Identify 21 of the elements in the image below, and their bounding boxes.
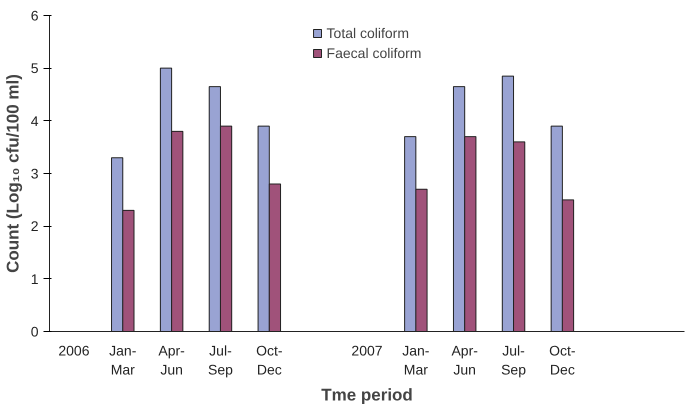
x-tick-label: Jul-Sep — [208, 342, 234, 378]
y-axis-title: Count (Log₁₀ cfu/100 ml) — [4, 74, 23, 273]
y-tick-label: 5 — [30, 60, 39, 76]
y-tick-label: 2 — [30, 218, 39, 234]
x-tick-label: Oct-Dec — [256, 342, 283, 378]
y-tick-label: 0 — [30, 324, 39, 340]
x-tick-label: 2006 — [58, 342, 90, 358]
x-tick-label: Oct-Dec — [549, 342, 576, 378]
legend-label: Faecal coliform — [326, 45, 422, 61]
legend-label: Total coliform — [326, 25, 410, 41]
x-tick-label: Jul-Sep — [501, 342, 526, 378]
x-tick-label: Apr-Jun — [451, 342, 478, 378]
y-tick-label: 1 — [30, 270, 39, 287]
y-tick-label: 3 — [30, 166, 39, 182]
x-tick-label: Jan-Mar — [402, 342, 430, 378]
x-tick-label: 2007 — [351, 342, 383, 358]
x-tick-label: Jan-Mar — [109, 342, 137, 378]
y-tick-label: 4 — [30, 112, 39, 129]
y-tick-label: 6 — [30, 8, 39, 24]
x-tick-label: Apr-Jun — [158, 342, 186, 378]
x-axis-title: Tme period — [321, 386, 413, 405]
